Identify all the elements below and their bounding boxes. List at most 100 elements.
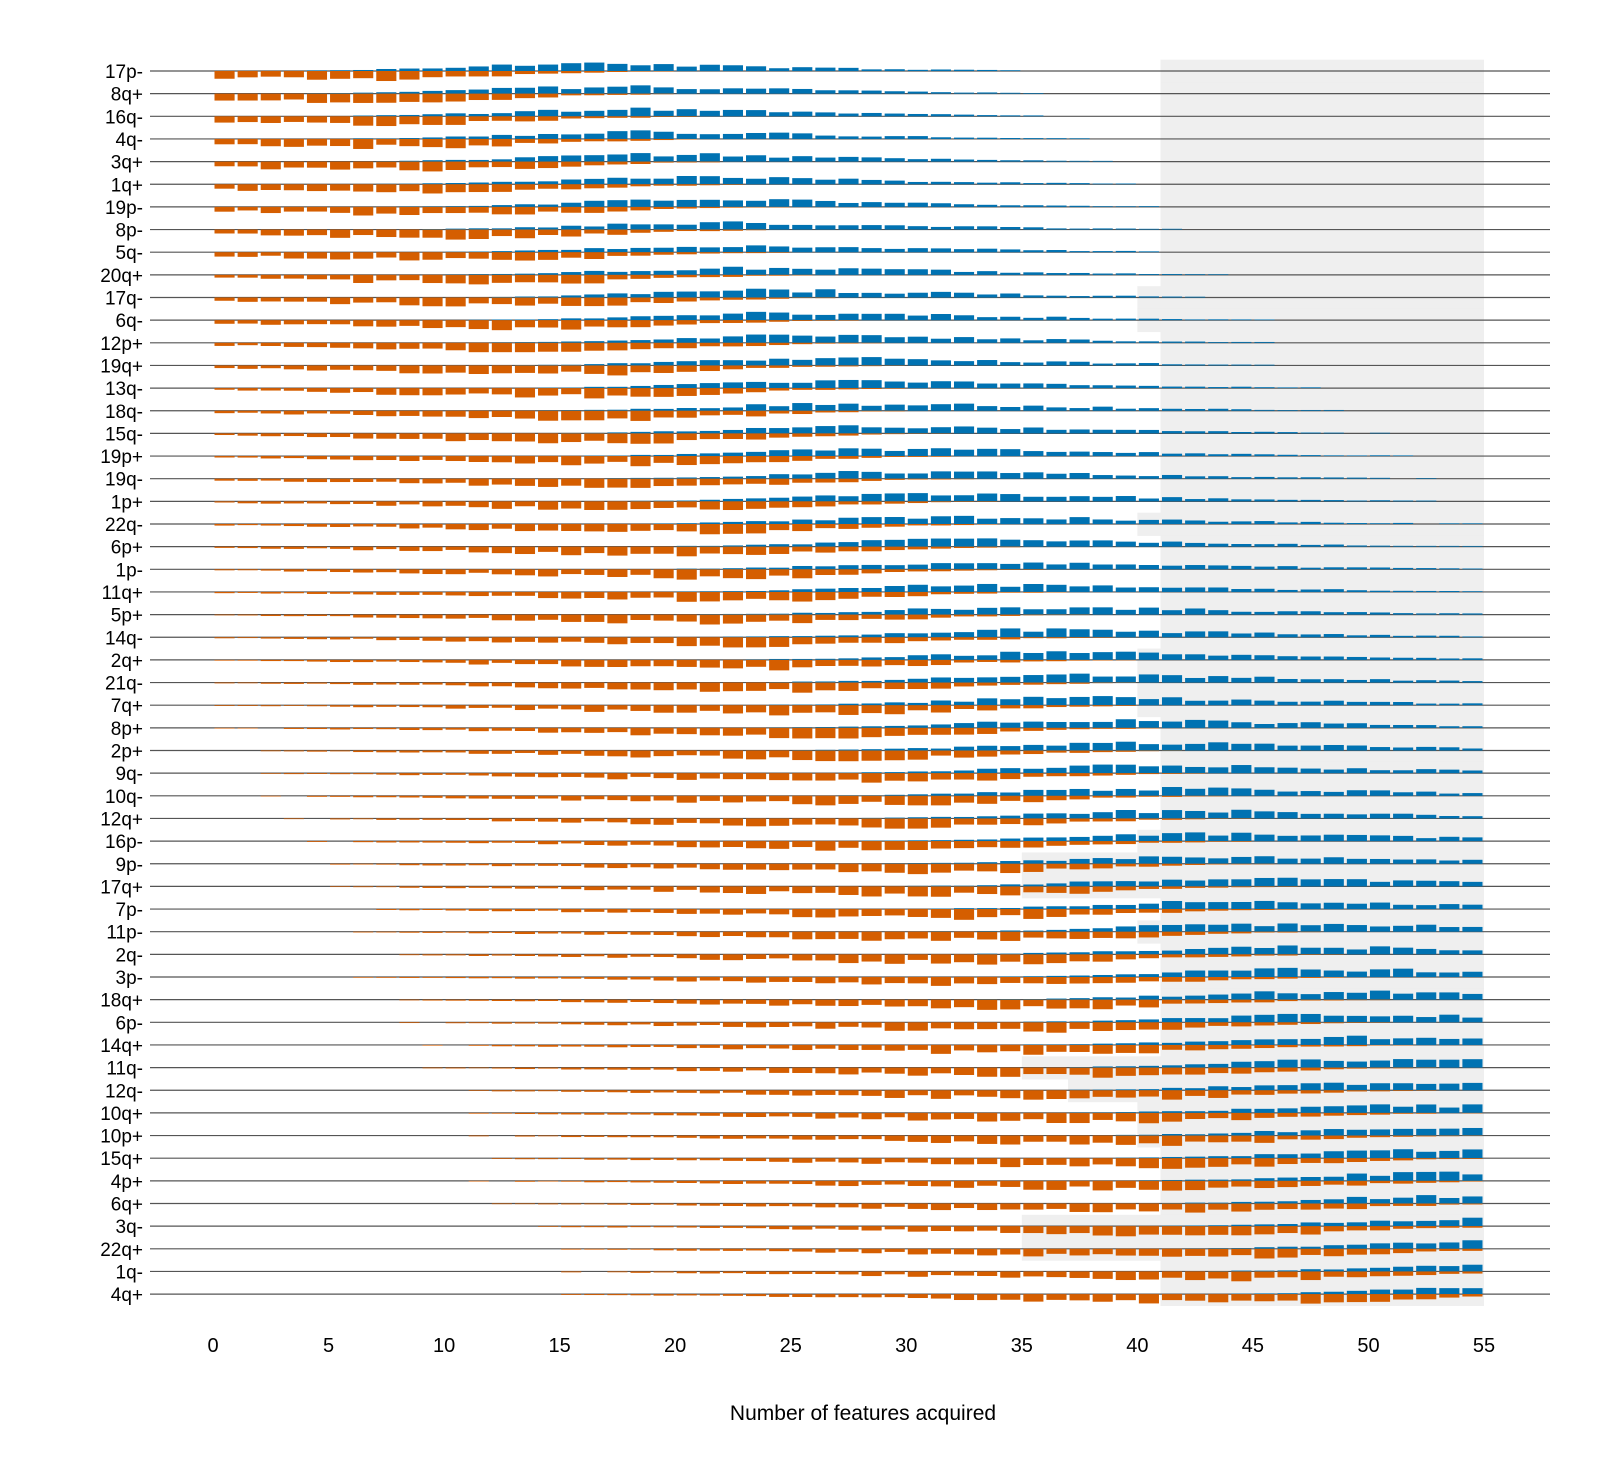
blue-bar <box>769 590 790 592</box>
blue-bar <box>1023 160 1044 162</box>
orange-bar <box>815 524 836 529</box>
blue-bar <box>1231 1108 1252 1113</box>
blue-bar <box>699 64 720 71</box>
orange-bar <box>653 886 674 892</box>
orange-bar <box>1231 1090 1252 1095</box>
orange-bar <box>1046 750 1067 753</box>
blue-bar <box>1069 653 1090 660</box>
blue-bar <box>1185 857 1206 864</box>
orange-bar <box>445 546 466 550</box>
blue-bar <box>1369 679 1391 683</box>
blue-bar <box>1208 676 1229 683</box>
blue-bar <box>1115 1043 1136 1045</box>
orange-bar <box>607 1271 628 1273</box>
orange-bar <box>399 297 420 306</box>
orange-bar <box>953 1067 975 1075</box>
orange-bar <box>399 138 420 147</box>
orange-bar <box>630 365 651 373</box>
orange-bar <box>1323 1044 1344 1047</box>
blue-bar <box>1231 677 1252 683</box>
orange-bar <box>630 659 651 667</box>
blue-bar <box>1023 609 1044 615</box>
blue-bar <box>884 381 905 389</box>
orange-bar <box>699 637 720 646</box>
orange-bar <box>699 909 720 914</box>
blue-bar <box>1115 881 1136 887</box>
blue-bar <box>491 134 512 139</box>
orange-bar <box>722 637 744 648</box>
orange-bar <box>1346 1226 1367 1231</box>
blue-bar <box>1254 632 1275 638</box>
blue-bar <box>1393 1106 1414 1113</box>
blue-bar <box>1138 498 1159 502</box>
orange-bar <box>1023 1271 1044 1277</box>
orange-bar <box>538 909 559 911</box>
orange-bar <box>746 1090 767 1095</box>
blue-bar <box>1323 1082 1344 1091</box>
orange-bar <box>214 342 235 346</box>
blue-bar <box>769 132 790 139</box>
orange-bar <box>283 659 304 662</box>
orange-bar <box>792 365 813 367</box>
blue-bar <box>1092 858 1113 864</box>
orange-bar <box>1069 841 1090 845</box>
orange-bar <box>1439 1248 1460 1251</box>
orange-bar <box>561 841 582 844</box>
blue-bar <box>1369 1199 1391 1204</box>
orange-bar <box>330 637 351 640</box>
blue-bar <box>953 449 975 457</box>
blue-bar <box>1300 499 1321 502</box>
orange-bar <box>491 909 512 912</box>
blue-bar <box>1069 813 1090 819</box>
orange-bar <box>815 705 836 713</box>
blue-bar <box>1138 1180 1159 1181</box>
blue-bar <box>1462 1264 1483 1272</box>
orange-bar <box>1069 1271 1090 1278</box>
orange-bar <box>953 954 975 963</box>
orange-bar <box>1046 954 1067 964</box>
orange-bar <box>815 795 836 806</box>
orange-bar <box>376 886 397 888</box>
orange-bar <box>746 365 767 368</box>
orange-bar <box>1323 1271 1344 1277</box>
orange-bar <box>630 184 651 187</box>
orange-bar <box>630 206 651 211</box>
blue-bar <box>1323 879 1344 887</box>
blue-bar <box>422 206 443 207</box>
orange-bar <box>306 388 328 392</box>
blue-bar <box>907 493 928 502</box>
blue-bar <box>561 249 582 253</box>
orange-bar <box>1000 886 1021 896</box>
blue-bar <box>1346 701 1367 706</box>
orange-bar <box>907 795 928 806</box>
orange-bar <box>584 1090 605 1092</box>
x-tick-label: 10 <box>433 1335 455 1357</box>
orange-bar <box>953 614 975 617</box>
orange-bar <box>930 659 951 666</box>
x-tick-label: 5 <box>323 1335 334 1357</box>
blue-bar <box>1208 858 1229 864</box>
blue-bar <box>930 448 951 457</box>
orange-bar <box>630 161 651 165</box>
blue-bar <box>561 364 582 366</box>
blue-bar <box>1393 1172 1414 1181</box>
orange-bar <box>1023 1203 1044 1210</box>
orange-bar <box>260 342 281 346</box>
blue-bar <box>1323 1106 1344 1113</box>
blue-bar <box>1300 1059 1321 1068</box>
blue-bar <box>1092 951 1113 955</box>
orange-bar <box>861 818 882 828</box>
orange-bar <box>630 274 651 279</box>
orange-bar <box>1208 999 1229 1004</box>
orange-bar <box>607 705 628 710</box>
blue-bar <box>1092 607 1113 615</box>
blue-bar <box>514 111 536 117</box>
row-label: 3q+ <box>111 153 143 174</box>
orange-bar <box>1046 1135 1067 1142</box>
orange-bar <box>1161 841 1183 843</box>
orange-bar <box>1346 1248 1367 1255</box>
orange-bar <box>514 229 536 239</box>
blue-bar <box>1300 1013 1321 1023</box>
orange-bar <box>1439 1135 1460 1137</box>
orange-bar <box>214 410 235 414</box>
